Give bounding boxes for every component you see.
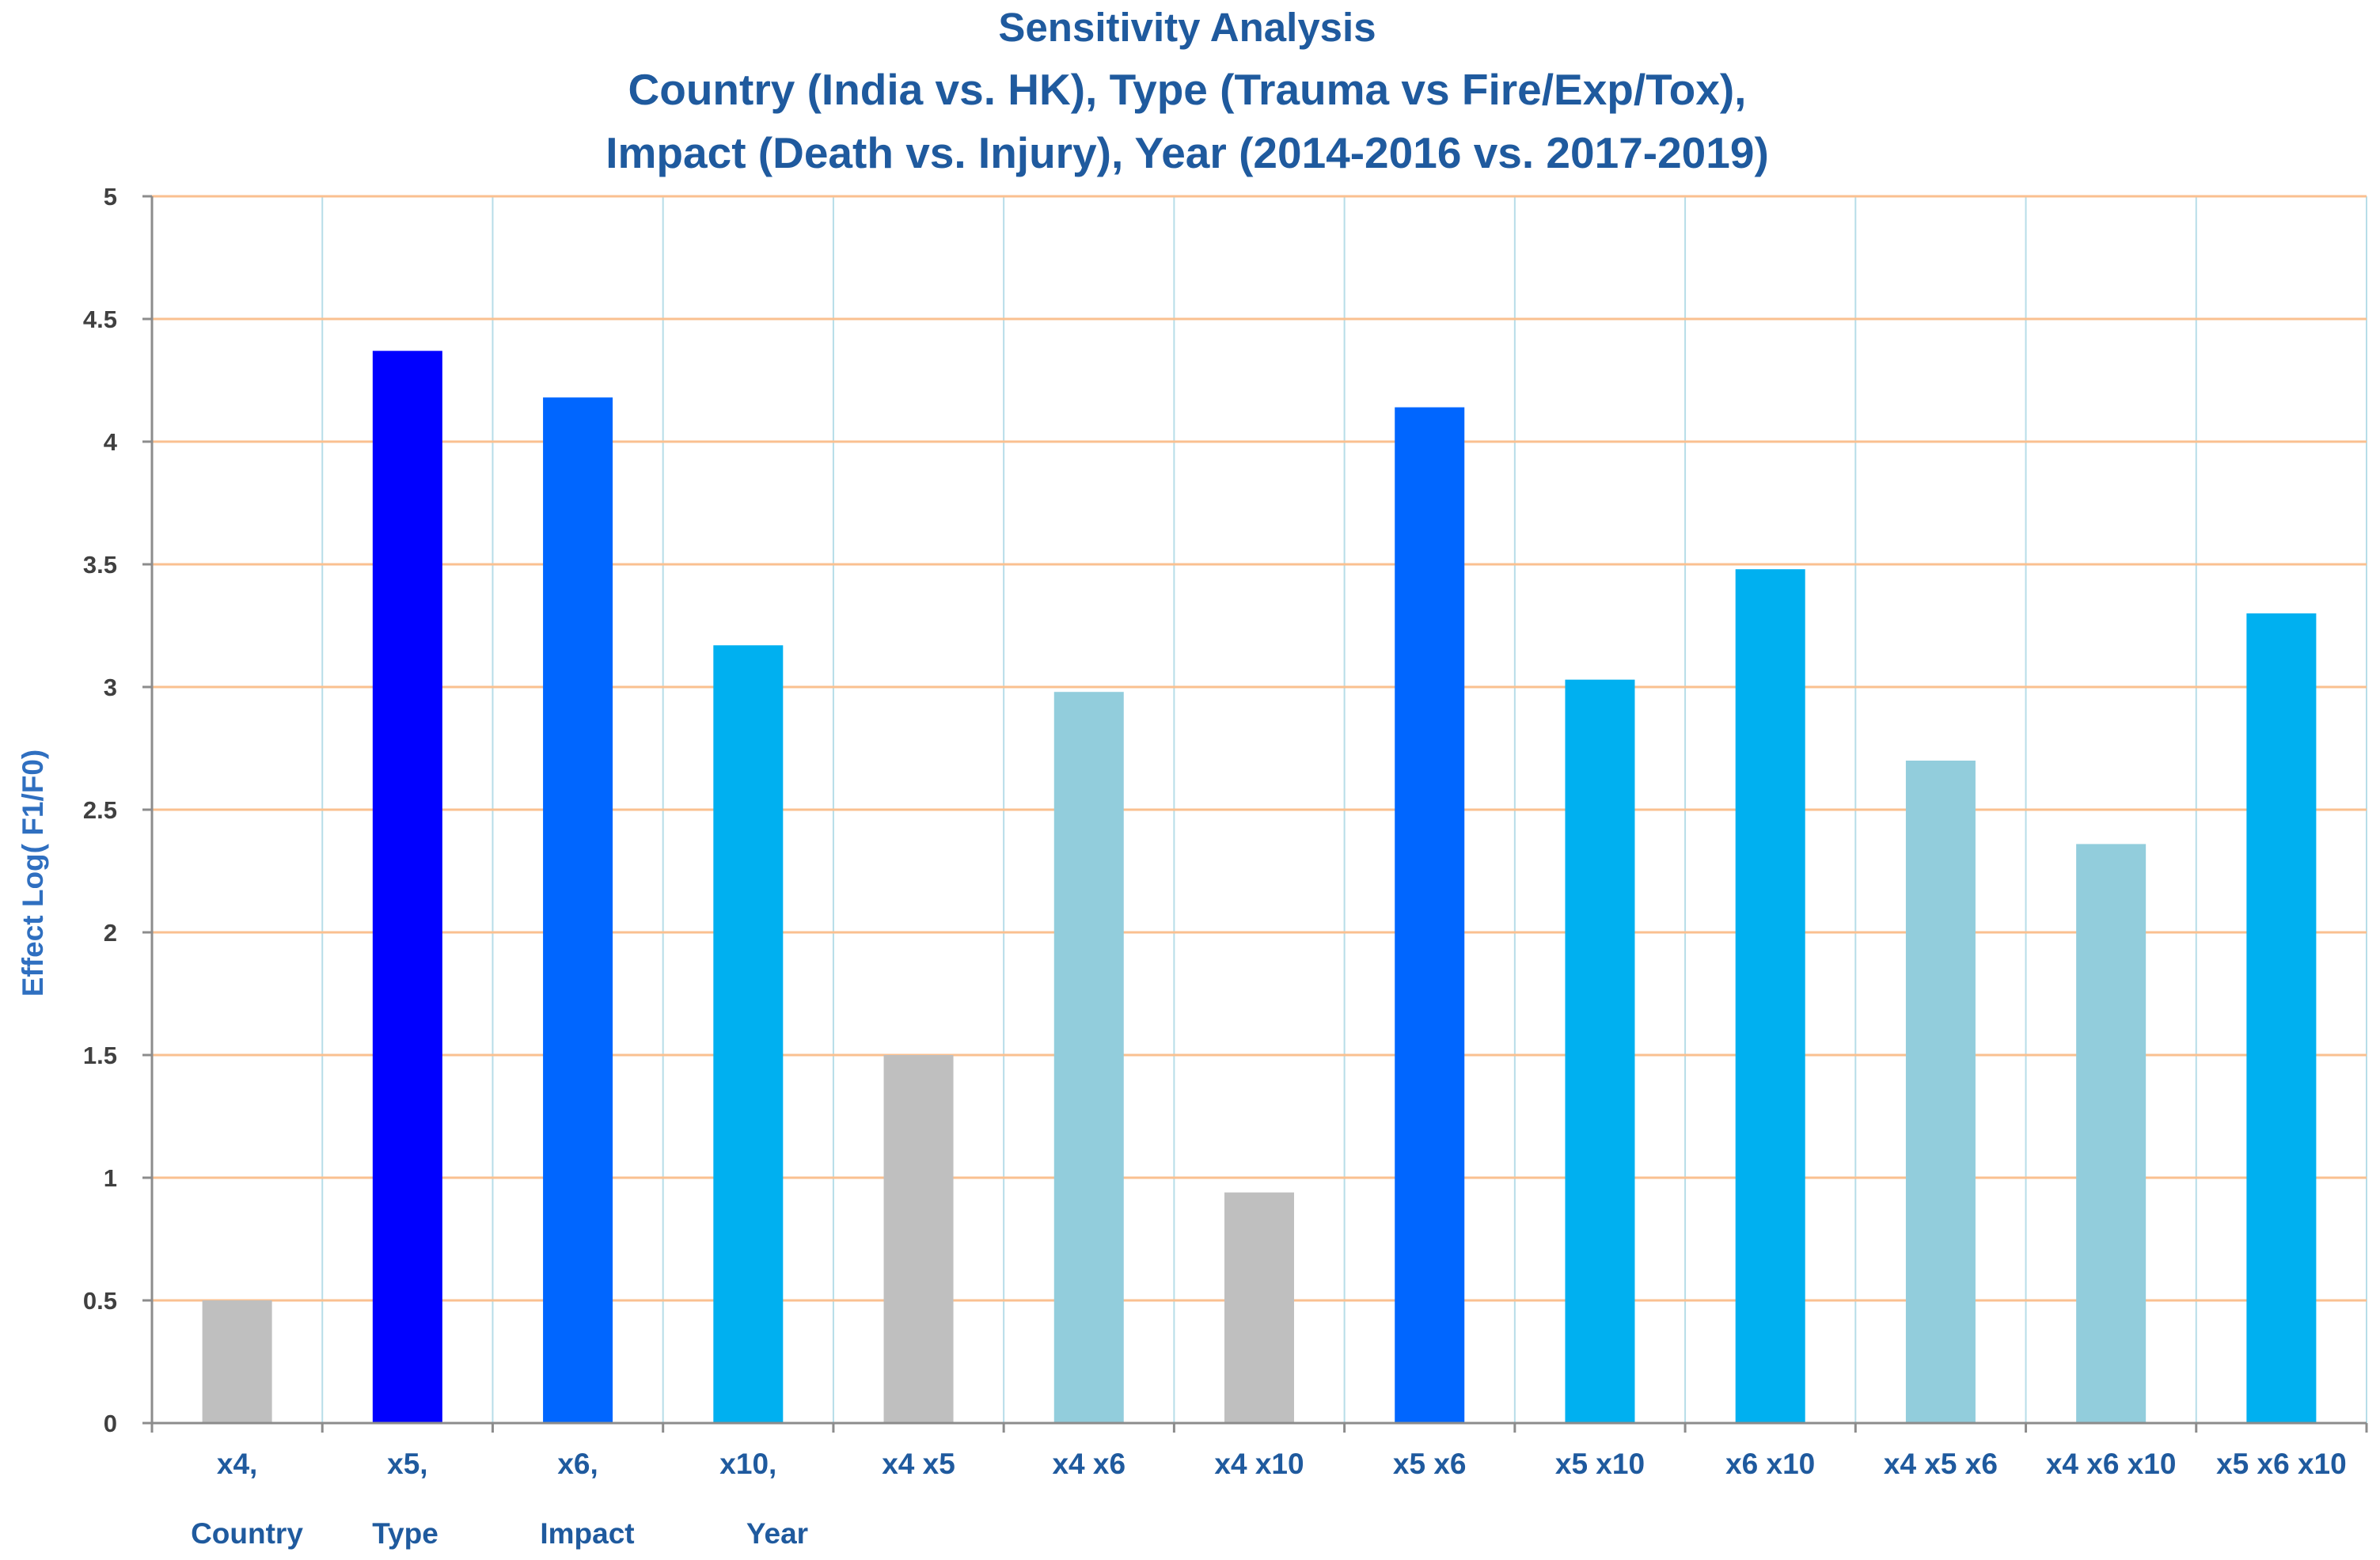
y-axis-tick-labels: 0 0.5 1 1.5 2 2.5 3 3.5 4 4.5 5 (83, 183, 118, 1437)
chart-title-line-2: Country (India vs. HK), Type (Trauma vs … (628, 65, 1747, 114)
y-tick-label: 0.5 (83, 1287, 117, 1315)
bar-x6-x10 (1735, 569, 1805, 1424)
y-tick-label: 4 (104, 428, 118, 456)
chart-title-line-3: Impact (Death vs. Injury), Year (2014-20… (605, 128, 1769, 177)
y-tick-label: 0 (104, 1410, 117, 1437)
x-category-label: x4 x5 (882, 1448, 955, 1480)
y-tick-label: 5 (104, 183, 117, 211)
chart-axes (142, 195, 2368, 1433)
x-category-label: x5 x6 (1393, 1448, 1467, 1480)
x-category-label: x5, (387, 1448, 427, 1480)
bar-x4-x6-x10 (2076, 844, 2147, 1423)
bar-x5-x6 (1395, 407, 1465, 1423)
chart-bars (202, 351, 2317, 1424)
bar-x4-x5 (883, 1055, 954, 1423)
x-axis-category-labels: x4, Country x5, Type x6, Impact x10, Year x4 x5 x… (191, 1448, 2347, 1550)
x-category-sublabel: Year (746, 1517, 808, 1550)
bar-x5 (372, 351, 442, 1423)
x-category-label: x6, (557, 1448, 598, 1480)
x-category-label: x4 x6 x10 (2046, 1448, 2177, 1480)
bar-x5-x6-x10 (2246, 613, 2317, 1423)
y-tick-label: 1 (104, 1164, 117, 1192)
bar-x10 (713, 645, 784, 1423)
y-tick-label: 2 (104, 919, 117, 947)
y-tick-label: 3.5 (83, 551, 117, 579)
y-tick-label: 1.5 (83, 1042, 117, 1069)
bar-x6 (543, 397, 613, 1424)
x-category-sublabel: Country (191, 1517, 303, 1550)
x-category-sublabel: Impact (540, 1517, 634, 1550)
y-axis-label: Effect Log( F1/F0) (17, 750, 49, 996)
x-category-label: x4 x6 (1052, 1448, 1125, 1480)
chart-title-line-1: Sensitivity Analysis (998, 5, 1376, 50)
x-category-label: x5 x6 x10 (2216, 1448, 2347, 1480)
x-category-label: x4 x10 (1214, 1448, 1304, 1480)
y-tick-label: 4.5 (83, 306, 117, 333)
bar-x4-x6 (1053, 692, 1124, 1423)
x-category-label: x10, (719, 1448, 776, 1480)
x-category-label: x6 x10 (1725, 1448, 1815, 1480)
x-category-label: x5 x10 (1555, 1448, 1645, 1480)
y-tick-label: 2.5 (83, 796, 117, 824)
y-tick-label: 3 (104, 674, 117, 701)
bar-x4 (202, 1300, 272, 1423)
x-category-sublabel: Type (372, 1517, 438, 1550)
x-category-label: x4 x5 x6 (1884, 1448, 1998, 1480)
bar-x4-x10 (1224, 1192, 1294, 1423)
bar-x5-x10 (1565, 679, 1635, 1423)
bar-x4-x5-x6 (1905, 761, 1976, 1423)
chart-title: Sensitivity Analysis Country (India vs. H… (605, 5, 1769, 177)
x-category-label: x4, (217, 1448, 257, 1480)
